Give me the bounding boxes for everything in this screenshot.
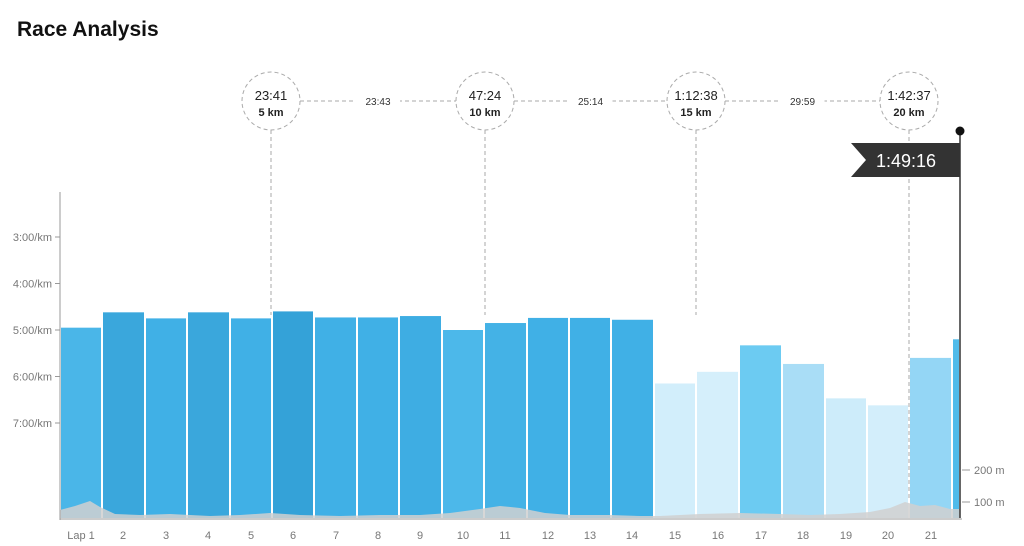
pace-bar[interactable] <box>61 327 101 518</box>
lap-label: 2 <box>120 530 126 542</box>
pace-bar[interactable] <box>740 345 781 518</box>
pace-bar[interactable] <box>188 312 229 518</box>
lap-label: 12 <box>542 530 554 542</box>
y-tick-label: 6:00/km <box>13 372 52 384</box>
elevation-tick-label: 100 m <box>974 497 1005 509</box>
pace-bar[interactable] <box>528 317 568 518</box>
y-tick-label: 7:00/km <box>13 418 52 430</box>
lap-label: 3 <box>163 530 169 542</box>
finish-flag <box>851 143 960 177</box>
split-time: 1:42:37 <box>887 88 930 103</box>
pace-bar[interactable] <box>443 330 483 518</box>
y-tick-label: 4:00/km <box>13 279 52 291</box>
pace-bar[interactable] <box>315 317 356 518</box>
lap-label: 7 <box>333 530 339 542</box>
lap-label: 13 <box>584 530 596 542</box>
split-time: 47:24 <box>469 88 502 103</box>
lap-label: 19 <box>840 530 852 542</box>
pace-bar[interactable] <box>358 317 398 518</box>
split-distance: 20 km <box>893 107 924 119</box>
segment-time: 29:59 <box>790 97 815 108</box>
lap-label: Lap 1 <box>67 530 95 542</box>
lap-label: 5 <box>248 530 254 542</box>
split-bubble[interactable] <box>879 71 939 131</box>
lap-label: 16 <box>712 530 724 542</box>
lap-label: 10 <box>457 530 469 542</box>
y-tick-label: 5:00/km <box>13 325 52 337</box>
pace-bar[interactable] <box>570 317 610 518</box>
pace-bar[interactable] <box>655 383 695 518</box>
pace-bar[interactable] <box>146 318 186 518</box>
pace-bar[interactable] <box>783 363 824 518</box>
pace-bar[interactable] <box>273 311 313 518</box>
lap-label: 20 <box>882 530 894 542</box>
lap-label: 21 <box>925 530 937 542</box>
segment-time: 25:14 <box>578 97 603 108</box>
split-time: 1:12:38 <box>674 88 717 103</box>
page-title: Race Analysis <box>17 18 159 41</box>
pace-bar[interactable] <box>868 405 908 518</box>
lap-label: 9 <box>417 530 423 542</box>
pace-bar[interactable] <box>103 312 144 518</box>
segment-label-bg <box>356 92 400 110</box>
pace-bar[interactable] <box>826 398 866 518</box>
split-bubble[interactable] <box>455 71 515 131</box>
lap-label: 15 <box>669 530 681 542</box>
split-bubble[interactable] <box>241 71 301 131</box>
split-distance: 5 km <box>258 107 283 119</box>
lap-label: 17 <box>755 530 767 542</box>
finish-dot <box>955 126 965 136</box>
y-tick-label: 3:00/km <box>13 232 52 244</box>
finish-time: 1:49:16 <box>876 151 936 171</box>
lap-label: 14 <box>626 530 638 542</box>
segment-time: 23:43 <box>365 97 390 108</box>
segment-label-bg <box>780 92 825 110</box>
segment-label-bg <box>568 92 613 110</box>
pace-bar[interactable] <box>953 339 959 518</box>
split-bubble[interactable] <box>666 71 726 131</box>
pace-bar[interactable] <box>910 357 951 518</box>
split-distance: 15 km <box>680 107 711 119</box>
lap-label: 6 <box>290 530 296 542</box>
pace-bar[interactable] <box>612 319 653 518</box>
pace-bar[interactable] <box>231 318 271 518</box>
pace-bar[interactable] <box>697 371 738 518</box>
split-distance: 10 km <box>469 107 500 119</box>
lap-label: 18 <box>797 530 809 542</box>
elevation-profile <box>60 501 960 518</box>
pace-bar[interactable] <box>400 316 441 518</box>
elevation-tick-label: 200 m <box>974 465 1005 477</box>
lap-label: 4 <box>205 530 211 542</box>
split-time: 23:41 <box>255 88 288 103</box>
pace-bar[interactable] <box>485 323 526 518</box>
lap-label: 8 <box>375 530 381 542</box>
lap-label: 11 <box>499 530 510 542</box>
